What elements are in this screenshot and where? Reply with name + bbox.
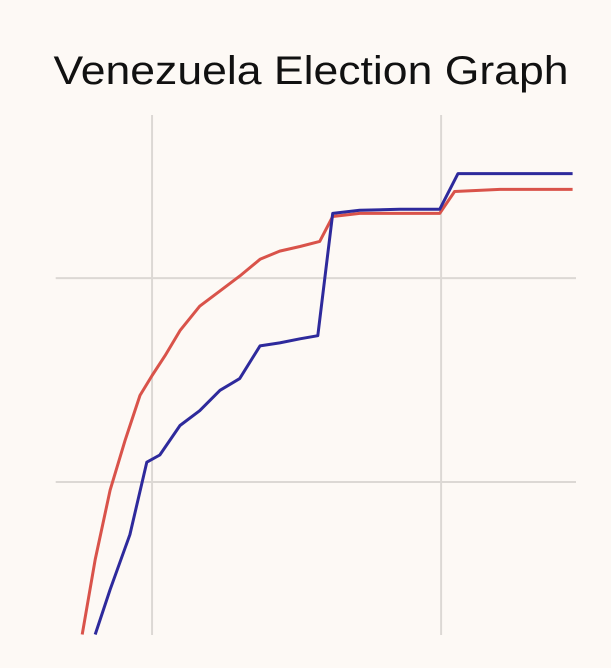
series-line — [93, 172, 573, 635]
series-line — [80, 187, 573, 635]
chart-title: Venezuela Election Graph — [54, 49, 569, 93]
